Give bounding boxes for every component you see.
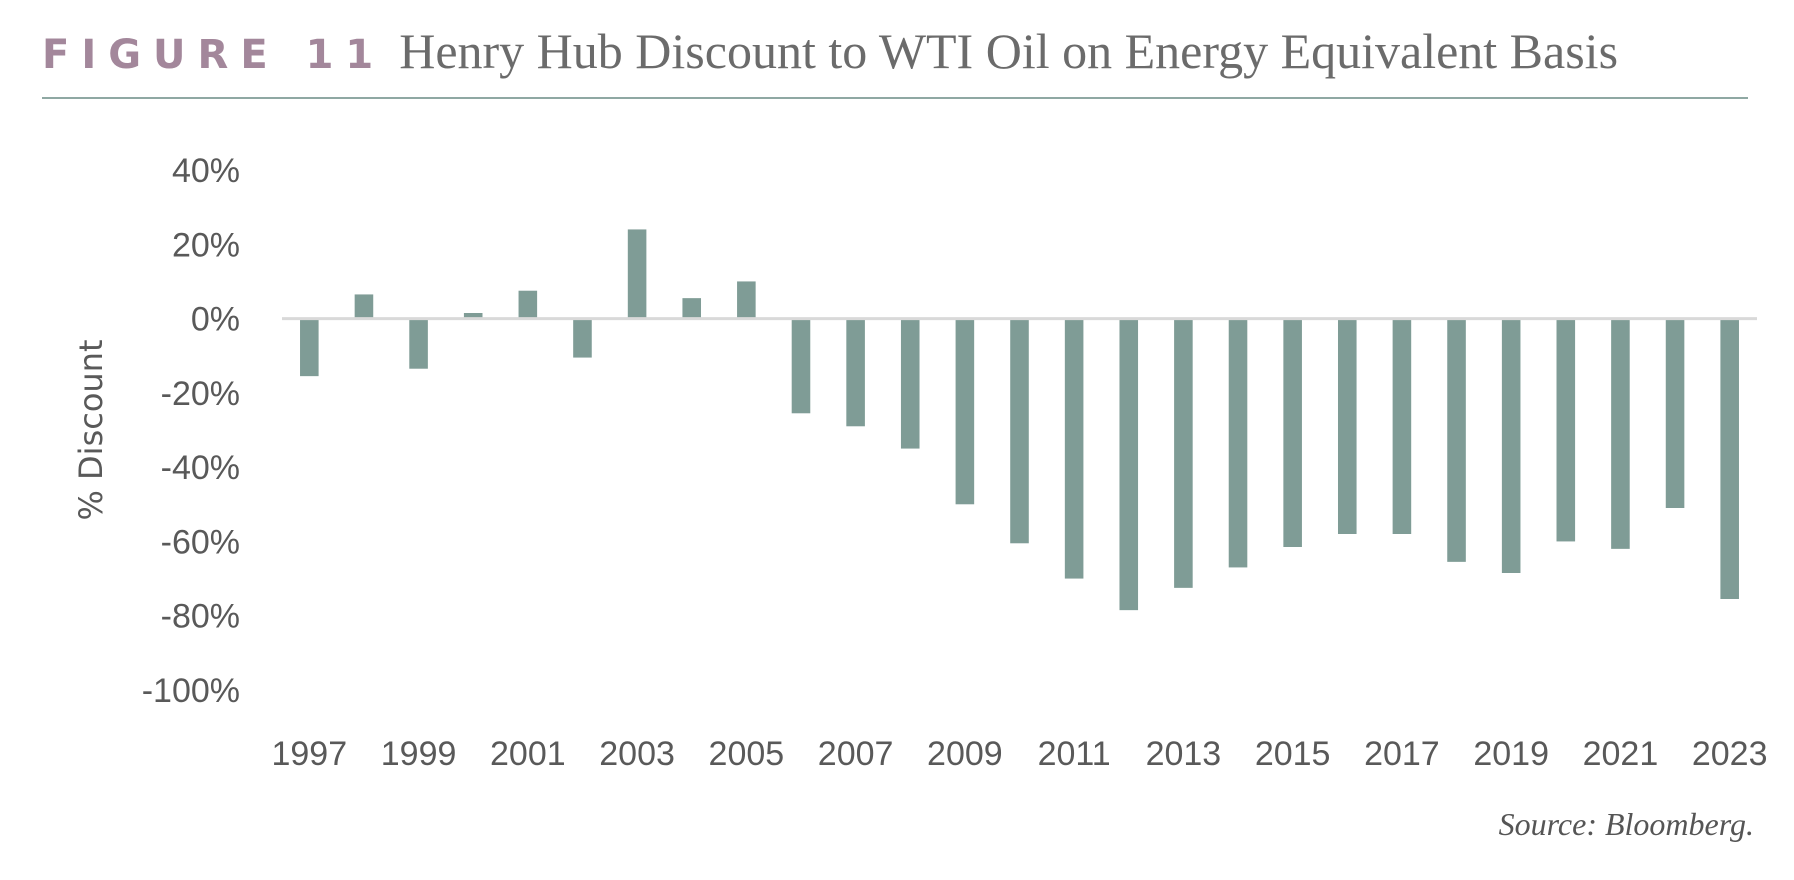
bar-2017: [1392, 318, 1412, 534]
y-tick-label: 20%: [172, 226, 240, 264]
bar-2018: [1447, 318, 1466, 562]
x-tick-label: 2001: [490, 735, 566, 773]
bar-2001: [518, 290, 538, 319]
bar-2015: [1283, 318, 1302, 547]
x-tick-label: 2009: [927, 735, 1003, 773]
bar-2022: [1665, 318, 1685, 508]
figure-header: FIGURE 11 Henry Hub Discount to WTI Oil …: [42, 22, 1618, 92]
x-tick-label: 2017: [1364, 735, 1440, 773]
x-tick-label: 1999: [381, 735, 457, 773]
x-tick-label: 2019: [1473, 735, 1549, 773]
bar-1997: [300, 318, 319, 377]
x-tick-label: 2013: [1146, 735, 1222, 773]
x-tick-label: 2023: [1692, 735, 1768, 773]
y-tick-label: 0%: [191, 301, 240, 339]
x-tick-label: 2007: [818, 735, 894, 773]
bar-2016: [1337, 318, 1357, 534]
bar-2014: [1228, 318, 1248, 568]
x-tick-label: 2015: [1255, 735, 1331, 773]
bar-2006: [791, 318, 811, 414]
x-tick-label: 1997: [271, 735, 347, 773]
bar-2005: [737, 281, 756, 319]
source-note: Source: Bloomberg.: [1498, 806, 1754, 842]
x-tick-label: 2011: [1038, 735, 1111, 773]
bar-2021: [1611, 318, 1630, 549]
bar-2000: [463, 313, 483, 319]
bar-1998: [354, 294, 374, 319]
y-tick-label: -40%: [161, 449, 240, 487]
bar-2003: [627, 229, 647, 319]
bar-2011: [1064, 318, 1084, 579]
bar-1999: [409, 318, 428, 369]
bar-2009: [955, 318, 975, 505]
bar-2002: [573, 318, 592, 358]
figure-label: FIGURE 11: [42, 32, 386, 78]
y-axis-label: % Discount: [72, 339, 110, 520]
y-tick-label: -100%: [142, 672, 240, 710]
chart-title: Henry Hub Discount to WTI Oil on Energy …: [399, 23, 1619, 79]
bar-2013: [1174, 318, 1193, 588]
x-tick-label: 2021: [1583, 735, 1659, 773]
y-tick-label: 40%: [172, 152, 240, 190]
y-tick-label: -60%: [161, 523, 240, 561]
bar-2023: [1720, 318, 1739, 599]
bar-2012: [1119, 318, 1139, 611]
x-tick-label: 2005: [709, 735, 785, 773]
x-tick-label: 2003: [599, 735, 675, 773]
bar-2019: [1501, 318, 1521, 573]
y-tick-label: -20%: [161, 375, 240, 413]
bar-2010: [1010, 318, 1029, 544]
bar-2008: [900, 318, 920, 449]
y-tick-label: -80%: [161, 598, 240, 636]
bar-2004: [682, 298, 702, 319]
bar-2020: [1556, 318, 1576, 542]
bar-2007: [846, 318, 865, 427]
title-divider: [42, 97, 1748, 99]
